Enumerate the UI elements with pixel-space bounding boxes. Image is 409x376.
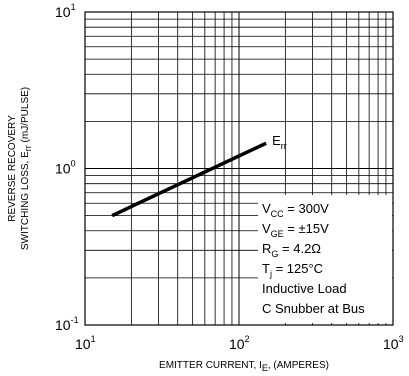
series-label: Err (272, 133, 287, 151)
x-tick-label: 101 (75, 334, 96, 352)
y-tick-label: 10-1 (55, 315, 79, 333)
plot-frame (84, 11, 394, 326)
y-tick-exponent: -1 (71, 315, 79, 325)
chart-series (111, 141, 267, 218)
series-label-sub: rr (281, 141, 287, 151)
y-axis-label-line2-sub: rr (23, 145, 33, 151)
condition-main: C Snubber at Bus (262, 301, 365, 316)
y-tick-base: 10 (55, 4, 71, 20)
x-tick-base: 10 (229, 336, 245, 352)
y-axis-label-line2-main: SWITCHING LOSS, E (20, 151, 31, 250)
y-axis-label-line2-tail: (mJ/PULSE) (20, 87, 31, 145)
condition-main: R (262, 241, 271, 256)
condition-sub: CC (271, 209, 284, 219)
condition-sub: G (271, 249, 278, 259)
x-tick-exponent: 3 (399, 334, 404, 344)
conditions-box (258, 195, 392, 323)
condition-tail: = 125°C (272, 261, 323, 276)
condition-main: V (262, 221, 271, 236)
condition-main: V (262, 201, 271, 216)
y-tick-label: 101 (55, 2, 76, 20)
condition-line: VCC = 300V (262, 201, 329, 219)
y-axis-label-line1: REVERSE RECOVERY (7, 115, 18, 222)
err-curve (111, 141, 267, 218)
condition-line: Inductive Load (262, 281, 347, 296)
x-tick-base: 10 (75, 336, 91, 352)
condition-line: RG = 4.2Ω (262, 241, 321, 259)
x-tick-label: 103 (383, 334, 404, 352)
series-label-main: E (272, 133, 281, 148)
y-axis-label: REVERSE RECOVERY SWITCHING LOSS, Err (mJ/… (7, 87, 33, 250)
x-axis-label: EMITTER CURRENT, IE, (AMPERES) (159, 360, 329, 373)
y-tick-base: 10 (55, 317, 71, 333)
condition-tail: = 300V (284, 201, 330, 216)
condition-line: VGE = ±15V (262, 221, 329, 239)
y-tick-exponent: 0 (71, 159, 76, 169)
condition-sub: j (269, 269, 272, 279)
condition-line: C Snubber at Bus (262, 301, 365, 316)
y-tick-exponent: 1 (71, 2, 76, 12)
y-tick-base: 10 (55, 161, 71, 177)
x-axis-label-main: EMITTER CURRENT, I (159, 360, 262, 371)
x-tick-label: 102 (229, 334, 250, 352)
y-tick-label: 100 (55, 159, 76, 177)
condition-line: Tj = 125°C (262, 261, 323, 279)
y-axis-label-line2: SWITCHING LOSS, Err (mJ/PULSE) (20, 87, 33, 250)
condition-tail: = 4.2Ω (278, 241, 321, 256)
x-tick-exponent: 2 (245, 334, 250, 344)
condition-main: T (262, 261, 270, 276)
x-tick-exponent: 1 (91, 334, 96, 344)
condition-tail: = ±15V (284, 221, 329, 236)
condition-sub: GE (271, 229, 284, 239)
x-axis-label-tail: , (AMPERES) (268, 360, 329, 371)
x-axis-label-sub: E (262, 363, 268, 373)
condition-main: Inductive Load (262, 281, 347, 296)
x-tick-base: 10 (383, 336, 399, 352)
